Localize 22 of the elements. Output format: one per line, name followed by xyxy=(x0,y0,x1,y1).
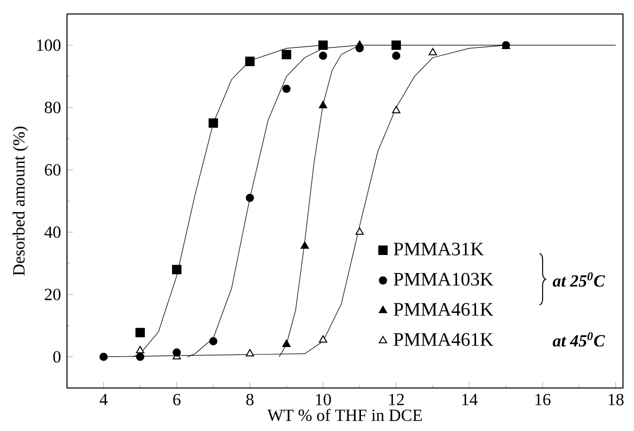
legend-label: PMMA103K xyxy=(394,272,494,286)
y-tick-label: 20 xyxy=(44,288,60,300)
y-tick-label: 60 xyxy=(44,164,60,176)
y-tick-label: 0 xyxy=(53,351,60,363)
legend-label: PMMA461K xyxy=(394,303,494,316)
y-tick-label: 40 xyxy=(44,226,60,238)
x-tick-label: 12 xyxy=(389,394,404,406)
y-tick-label: 100 xyxy=(37,39,60,51)
legend-label: PMMA461K xyxy=(394,333,494,346)
legend-label: PMMA31K xyxy=(394,242,484,256)
x-axis-title: WT % of THF in DCE xyxy=(267,408,422,422)
x-tick-label: 16 xyxy=(536,394,551,406)
x-tick-label: 4 xyxy=(100,394,108,406)
x-tick-label: 10 xyxy=(316,394,331,406)
x-tick-label: 6 xyxy=(173,394,180,406)
x-tick-label: 8 xyxy=(246,394,254,406)
y-axis-title: Desorbed amount (%) xyxy=(12,126,28,276)
annotation: at 45$^{0}$C xyxy=(552,332,606,347)
annotation: at 25$^{0}$C xyxy=(552,272,606,287)
x-tick-label: 18 xyxy=(608,394,624,406)
x-tick-label: 14 xyxy=(462,394,478,406)
y-tick-label: 80 xyxy=(44,102,60,114)
